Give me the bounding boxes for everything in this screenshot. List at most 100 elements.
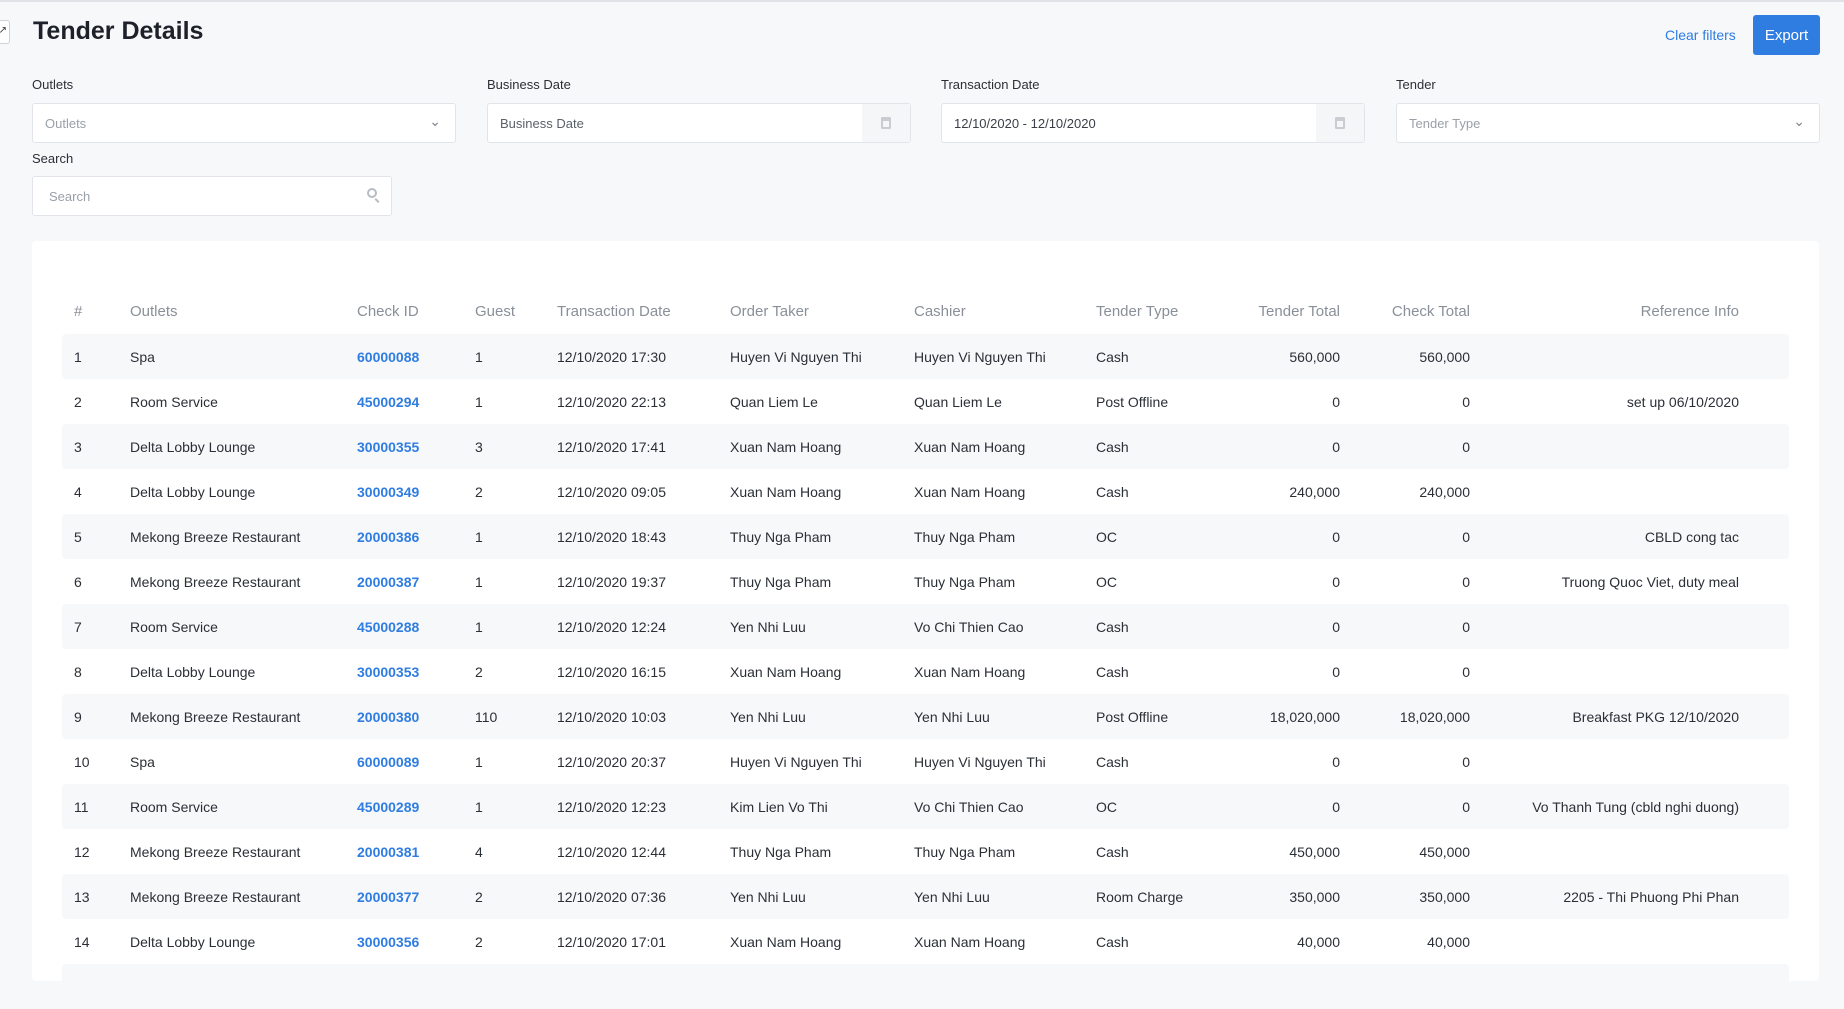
check-id-cell[interactable]: 45000289	[357, 784, 475, 829]
column-header-tender-type[interactable]: Tender Type	[1096, 303, 1179, 320]
search-input[interactable]: Search	[32, 176, 392, 216]
check-id-link[interactable]: 45000289	[357, 798, 420, 815]
check-id-cell[interactable]: 60000088	[357, 334, 475, 379]
expand-sidebar-icon[interactable]: ↗	[0, 20, 10, 44]
check-id-cell[interactable]: 20000386	[357, 514, 475, 559]
column-header-row-number[interactable]: #	[74, 303, 83, 320]
check-id-link[interactable]: 45000288	[357, 618, 420, 635]
tender-total-cell: 0	[1246, 514, 1340, 559]
table-row[interactable]: 7 Room Service 45000288 1 12/10/2020 12:24 Ye…	[62, 604, 1789, 649]
business-date-placeholder: Business Date	[500, 115, 584, 131]
column-header-tender-total[interactable]: Tender Total	[1258, 303, 1340, 320]
cashier-cell: Huyen Vi Nguyen Thi	[914, 334, 1096, 379]
row-number-cell: 6	[74, 573, 82, 590]
guest-cell: 1	[475, 753, 483, 770]
table-row[interactable]: 14 Delta Lobby Lounge 30000356 2 12/10/2020 …	[62, 919, 1789, 964]
business-date-input[interactable]: Business Date	[487, 103, 911, 143]
outlet-cell: Delta Lobby Lounge	[130, 933, 256, 950]
search-label: Search	[32, 151, 74, 166]
outlets-select[interactable]: Outlets ⌄	[32, 103, 456, 143]
check-id-link[interactable]: 20000386	[357, 528, 420, 545]
search-icon	[367, 188, 377, 198]
transaction-date-input[interactable]: 12/10/2020 - 12/10/2020	[941, 103, 1365, 143]
table-row[interactable]: 4 Delta Lobby Lounge 30000349 2 12/10/2020 0…	[62, 469, 1789, 514]
check-id-cell[interactable]: 20000380	[357, 694, 475, 739]
row-number-cell: 7	[62, 604, 130, 649]
check-id-link[interactable]: 45000294	[357, 393, 420, 410]
check-id-link[interactable]: 30000353	[357, 663, 420, 680]
order-taker-cell: Xuan Nam Hoang	[730, 424, 914, 469]
tender-type-cell: Cash	[1096, 753, 1129, 770]
table-row[interactable]: 1 Spa 60000088 1 12/10/2020 17:30 Huyen Vi Ng…	[62, 334, 1789, 379]
column-header-reference-info[interactable]: Reference Info	[1640, 303, 1739, 320]
table-row[interactable]: 12 Mekong Breeze Restaurant 20000381 4 12/10…	[62, 829, 1789, 874]
table-row[interactable]: 2 Room Service 45000294 1 12/10/2020 22:13 Qu…	[62, 379, 1789, 424]
transaction-date-cell: 12/10/2020 17:41	[557, 424, 730, 469]
partial-row-cell	[914, 964, 1096, 1009]
order-taker-cell: Huyen Vi Nguyen Thi	[730, 753, 862, 770]
check-total-cell: 560,000	[1340, 334, 1470, 379]
check-id-link[interactable]: 20000381	[357, 843, 420, 860]
table-row[interactable]: 8 Delta Lobby Lounge 30000353 2 12/10/2020 1…	[62, 649, 1789, 694]
clear-filters-link[interactable]: Clear filters	[1665, 27, 1736, 43]
check-id-cell[interactable]: 20000377	[357, 874, 475, 919]
check-id-link[interactable]: 60000089	[357, 753, 420, 770]
transaction-date-cell: 12/10/2020 22:13	[557, 393, 666, 410]
reference-info-cell: Breakfast PKG 12/10/2020	[1470, 694, 1739, 739]
check-id-link[interactable]: 20000387	[357, 573, 420, 590]
tender-table: # Outlets Check ID Guest Transaction Date Ord…	[62, 289, 1789, 1009]
column-header-order-taker[interactable]: Order Taker	[730, 303, 809, 320]
partial-row-cell	[1739, 964, 1789, 1009]
table-row[interactable]: 13 Mekong Breeze Restaurant 20000377 2 12/10…	[62, 874, 1789, 919]
check-id-cell[interactable]: 45000294	[357, 379, 475, 424]
tender-type-cell: OC	[1096, 784, 1246, 829]
cashier-cell: Yen Nhi Luu	[914, 694, 1096, 739]
cashier-cell: Xuan Nam Hoang	[914, 933, 1026, 950]
check-id-link[interactable]: 30000349	[357, 483, 420, 500]
check-id-cell[interactable]: 20000381	[357, 829, 475, 874]
table-row[interactable]: 9 Mekong Breeze Restaurant 20000380 110 12/1…	[62, 694, 1789, 739]
column-header-cashier[interactable]: Cashier	[914, 303, 966, 320]
tender-total-cell: 0	[1246, 604, 1340, 649]
check-id-cell[interactable]: 30000349	[357, 469, 475, 514]
tender-type-select[interactable]: Tender Type ⌄	[1396, 103, 1820, 143]
check-id-cell[interactable]: 30000353	[357, 649, 475, 694]
table-row[interactable]: 11 Room Service 45000289 1 12/10/2020 12:23 K…	[62, 784, 1789, 829]
table-row[interactable]: 5 Mekong Breeze Restaurant 20000386 1 12/10/…	[62, 514, 1789, 559]
calendar-icon[interactable]	[862, 104, 910, 142]
calendar-icon[interactable]	[1316, 104, 1364, 142]
check-id-cell[interactable]: 45000288	[357, 604, 475, 649]
table-header: # Outlets Check ID Guest Transaction Date Ord…	[62, 289, 1789, 334]
chevron-down-icon: ⌄	[429, 113, 441, 129]
column-header-transaction-date[interactable]: Transaction Date	[557, 303, 671, 320]
outlet-cell: Room Service	[130, 604, 357, 649]
check-id-link[interactable]: 30000356	[357, 933, 420, 950]
column-header-check-id[interactable]: Check ID	[357, 303, 419, 320]
outlet-cell: Delta Lobby Lounge	[130, 663, 256, 680]
table-row[interactable]	[62, 964, 1789, 1009]
check-id-cell[interactable]: 60000089	[357, 739, 475, 784]
header-spacer	[1739, 289, 1789, 334]
check-id-link[interactable]: 60000088	[357, 348, 420, 365]
check-id-cell[interactable]: 30000356	[357, 919, 475, 964]
business-date-label: Business Date	[487, 77, 571, 92]
check-id-link[interactable]: 20000377	[357, 888, 420, 905]
table-row[interactable]: 6 Mekong Breeze Restaurant 20000387 1 12/10/…	[62, 559, 1789, 604]
check-id-link[interactable]: 20000380	[357, 708, 420, 725]
table-row[interactable]: 3 Delta Lobby Lounge 30000355 3 12/10/2020 1…	[62, 424, 1789, 469]
check-id-link[interactable]: 30000355	[357, 438, 420, 455]
check-total-cell: 40,000	[1427, 933, 1470, 950]
check-id-cell[interactable]: 30000355	[357, 424, 475, 469]
row-number-cell: 4	[74, 483, 82, 500]
partial-row-cell	[357, 964, 475, 1009]
guest-cell: 1	[475, 514, 557, 559]
outlet-cell: Delta Lobby Lounge	[130, 483, 256, 500]
table-row[interactable]: 10 Spa 60000089 1 12/10/2020 20:37 Huyen Vi N…	[62, 739, 1789, 784]
column-header-guest[interactable]: Guest	[475, 303, 516, 320]
column-header-outlet[interactable]: Outlets	[130, 303, 178, 320]
column-header-check-total[interactable]: Check Total	[1391, 303, 1470, 320]
reference-info-cell	[1470, 649, 1739, 694]
export-button[interactable]: Export	[1753, 15, 1820, 55]
guest-cell: 3	[475, 424, 557, 469]
check-id-cell[interactable]: 20000387	[357, 559, 475, 604]
